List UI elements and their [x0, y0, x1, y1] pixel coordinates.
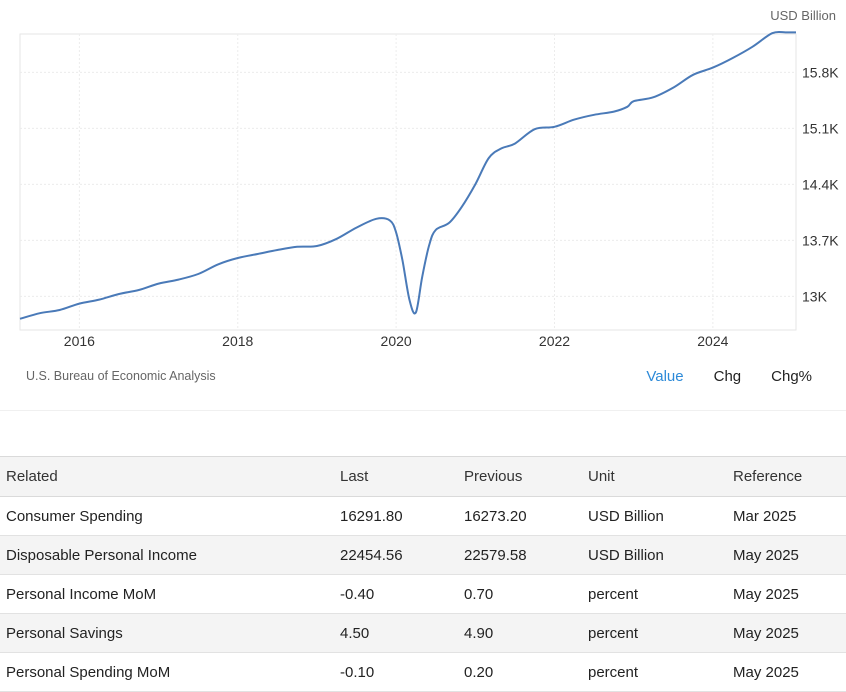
row-previous: 0.20 [464, 663, 494, 681]
row-name[interactable]: Personal Savings [6, 624, 123, 642]
y-tick-label: 15.8K [802, 64, 839, 80]
row-reference: May 2025 [733, 663, 799, 681]
table-row[interactable]: Consumer Spending 16291.80 16273.20 USD … [0, 496, 846, 536]
section-divider [0, 410, 846, 411]
table-row[interactable]: Personal Savings 4.50 4.90 percent May 2… [0, 613, 846, 653]
x-tick-label: 2018 [222, 333, 253, 349]
row-name[interactable]: Disposable Personal Income [6, 546, 197, 564]
row-unit: USD Billion [588, 546, 664, 564]
row-last: 4.50 [340, 624, 370, 642]
y-tick-label: 15.1K [802, 120, 839, 136]
header-previous: Previous [464, 468, 523, 485]
table-header-row: Related Last Previous Unit Reference [0, 456, 846, 497]
row-name[interactable]: Personal Spending MoM [6, 663, 171, 681]
header-last: Last [340, 468, 369, 485]
chart-panel: USD Billion 2016 2018 2020 2022 2024 13K 13.7K… [19, 8, 839, 385]
x-tick-label: 2024 [697, 333, 728, 349]
row-previous: 0.70 [464, 585, 494, 603]
table-row[interactable]: Disposable Personal Income 22454.56 2257… [0, 535, 846, 575]
row-previous: 22579.58 [464, 546, 527, 564]
row-last: 22454.56 [340, 546, 403, 564]
x-tick-label: 2016 [64, 333, 95, 349]
row-unit: percent [588, 624, 639, 642]
x-tick-label: 2020 [381, 333, 412, 349]
toggle-value[interactable]: Value [646, 368, 684, 385]
y-tick-label: 13K [802, 288, 828, 304]
related-table: Related Last Previous Unit Reference Con… [0, 456, 846, 692]
table-row[interactable]: Personal Income MoM -0.40 0.70 percent M… [0, 574, 846, 614]
row-name[interactable]: Personal Income MoM [6, 585, 157, 603]
row-previous: 4.90 [464, 624, 494, 642]
plot-frame [19, 33, 797, 331]
y-tick-label: 14.4K [802, 176, 839, 192]
row-reference: May 2025 [733, 585, 799, 603]
series-line [19, 30, 797, 320]
row-last: 16291.80 [340, 507, 403, 525]
y-tick-label: 13.7K [802, 232, 839, 248]
header-unit: Unit [588, 468, 615, 485]
row-reference: Mar 2025 [733, 507, 797, 525]
row-last: -0.40 [340, 585, 375, 603]
row-reference: May 2025 [733, 546, 799, 564]
toggle-chg[interactable]: Chg [713, 368, 742, 385]
row-unit: percent [588, 663, 639, 681]
row-previous: 16273.20 [464, 507, 527, 525]
row-unit: USD Billion [588, 507, 664, 525]
chart-source: U.S. Bureau of Economic Analysis [26, 369, 216, 383]
line-chart: 2016 2018 2020 2022 2024 13K 13.7K 14.4K 15.1K 15… [19, 30, 839, 349]
header-reference: Reference [733, 468, 803, 485]
table-row[interactable]: Personal Spending MoM -0.10 0.20 percent… [0, 652, 846, 692]
row-reference: May 2025 [733, 624, 799, 642]
row-last: -0.10 [340, 663, 375, 681]
header-related: Related [6, 468, 58, 485]
chart-unit-label: USD Billion [770, 8, 836, 23]
toggle-chg-pct[interactable]: Chg% [771, 368, 812, 385]
x-tick-label: 2022 [539, 333, 570, 349]
chart-mode-toggles: Value Chg Chg% [616, 368, 812, 385]
row-unit: percent [588, 585, 639, 603]
row-name[interactable]: Consumer Spending [6, 507, 143, 525]
